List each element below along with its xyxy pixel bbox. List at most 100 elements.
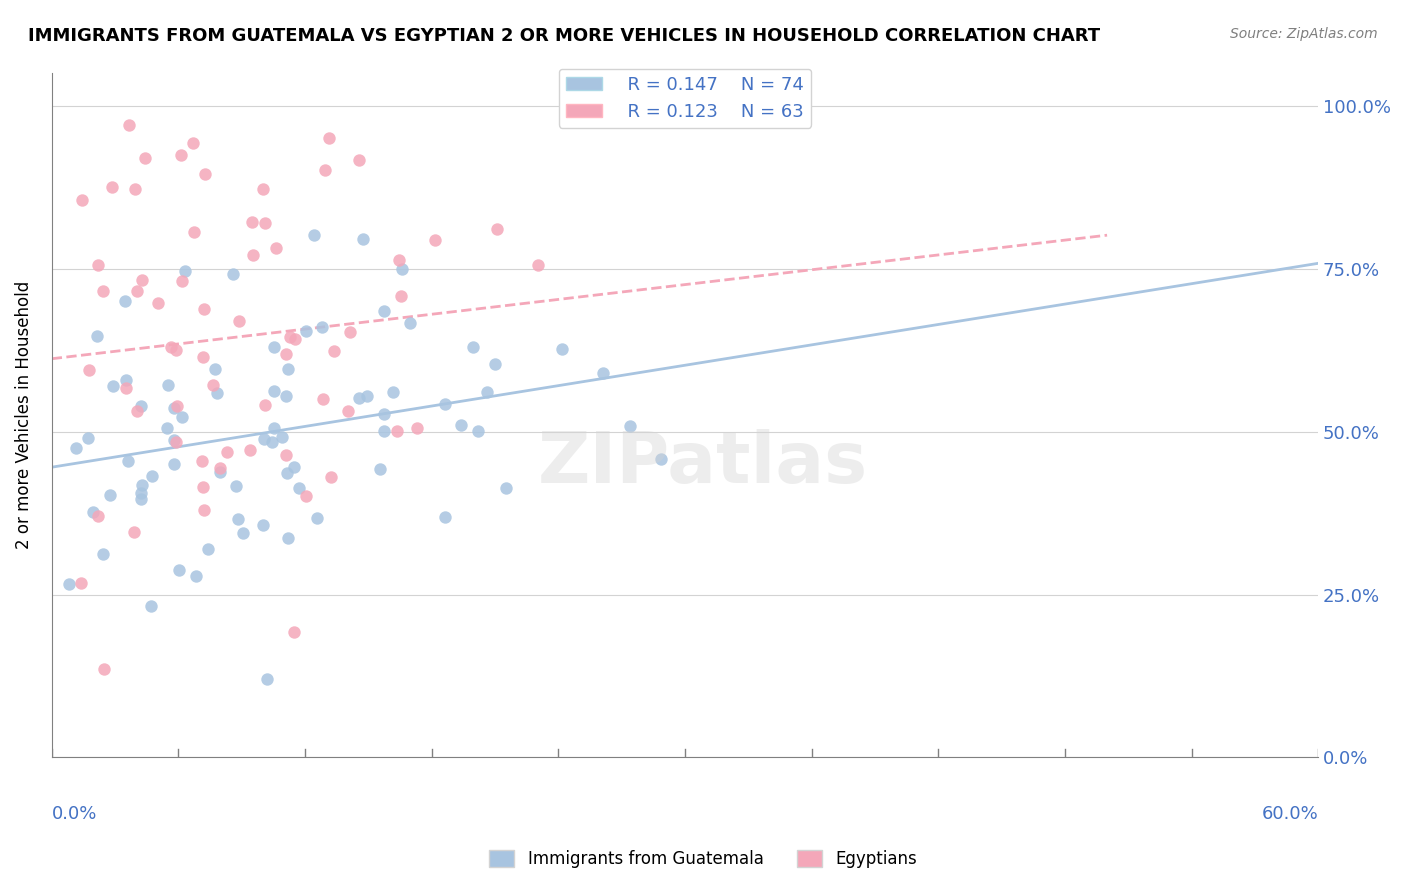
- Point: [277, 532, 299, 546]
- Point: [191, 454, 214, 468]
- Point: [240, 215, 263, 229]
- Point: [134, 151, 156, 165]
- Point: [270, 429, 292, 443]
- Point: [172, 274, 194, 288]
- Point: [389, 289, 412, 303]
- Point: [253, 398, 276, 412]
- Point: [183, 225, 205, 239]
- Point: [101, 379, 124, 393]
- Point: [65, 441, 87, 455]
- Point: [323, 344, 346, 359]
- Point: [91, 547, 114, 561]
- Point: [193, 350, 215, 364]
- Text: Source: ZipAtlas.com: Source: ZipAtlas.com: [1230, 27, 1378, 41]
- Point: [318, 131, 340, 145]
- Point: [76, 431, 98, 445]
- Point: [373, 424, 395, 438]
- Point: [486, 222, 509, 236]
- Point: [129, 399, 152, 413]
- Point: [115, 373, 138, 387]
- Point: [228, 314, 250, 328]
- Point: [311, 319, 333, 334]
- Text: ZIPatlas: ZIPatlas: [538, 429, 868, 499]
- Point: [165, 343, 187, 358]
- Point: [163, 401, 186, 416]
- Point: [263, 384, 285, 398]
- Point: [191, 479, 214, 493]
- Point: [131, 478, 153, 492]
- Text: 60.0%: 60.0%: [1261, 805, 1319, 823]
- Point: [526, 258, 548, 272]
- Point: [222, 268, 245, 282]
- Point: [242, 248, 264, 262]
- Point: [197, 542, 219, 557]
- Point: [148, 296, 170, 310]
- Point: [307, 511, 329, 525]
- Point: [202, 377, 225, 392]
- Point: [181, 136, 204, 151]
- Point: [160, 340, 183, 354]
- Point: [157, 377, 180, 392]
- Point: [399, 316, 422, 330]
- Point: [131, 273, 153, 287]
- Point: [256, 672, 278, 686]
- Point: [70, 576, 93, 591]
- Point: [373, 304, 395, 318]
- Point: [129, 486, 152, 500]
- Point: [205, 386, 228, 401]
- Point: [619, 419, 641, 434]
- Text: IMMIGRANTS FROM GUATEMALA VS EGYPTIAN 2 OR MORE VEHICLES IN HOUSEHOLD CORRELATIO: IMMIGRANTS FROM GUATEMALA VS EGYPTIAN 2 …: [28, 27, 1101, 45]
- Point: [184, 569, 207, 583]
- Point: [193, 503, 215, 517]
- Point: [388, 252, 411, 267]
- Legend:   R = 0.147    N = 74,   R = 0.123    N = 63: R = 0.147 N = 74, R = 0.123 N = 63: [558, 69, 811, 128]
- Point: [209, 465, 232, 479]
- Point: [349, 153, 371, 168]
- Point: [368, 462, 391, 476]
- Point: [114, 293, 136, 308]
- Point: [264, 241, 287, 255]
- Point: [239, 442, 262, 457]
- Point: [495, 481, 517, 495]
- Point: [101, 180, 124, 194]
- Point: [356, 389, 378, 403]
- Point: [650, 452, 672, 467]
- Point: [163, 433, 186, 447]
- Point: [118, 118, 141, 132]
- Point: [347, 391, 370, 405]
- Point: [193, 302, 215, 317]
- Point: [467, 424, 489, 438]
- Point: [156, 421, 179, 435]
- Point: [302, 228, 325, 243]
- Point: [93, 662, 115, 676]
- Point: [312, 392, 335, 406]
- Point: [225, 479, 247, 493]
- Point: [114, 382, 136, 396]
- Point: [477, 384, 499, 399]
- Point: [254, 216, 277, 230]
- Point: [58, 576, 80, 591]
- Point: [274, 448, 297, 462]
- Point: [391, 261, 413, 276]
- Point: [484, 357, 506, 371]
- Point: [592, 367, 614, 381]
- Point: [124, 182, 146, 196]
- Point: [277, 362, 299, 376]
- Point: [423, 233, 446, 247]
- Point: [232, 525, 254, 540]
- Point: [314, 163, 336, 178]
- Text: 0.0%: 0.0%: [52, 805, 97, 823]
- Point: [82, 505, 104, 519]
- Point: [337, 404, 360, 418]
- Point: [434, 509, 457, 524]
- Point: [263, 421, 285, 435]
- Point: [295, 490, 318, 504]
- Point: [278, 330, 301, 344]
- Point: [283, 460, 305, 475]
- Point: [253, 432, 276, 446]
- Point: [87, 258, 110, 272]
- Point: [284, 332, 307, 346]
- Point: [194, 167, 217, 181]
- Point: [295, 324, 318, 338]
- Point: [461, 340, 484, 354]
